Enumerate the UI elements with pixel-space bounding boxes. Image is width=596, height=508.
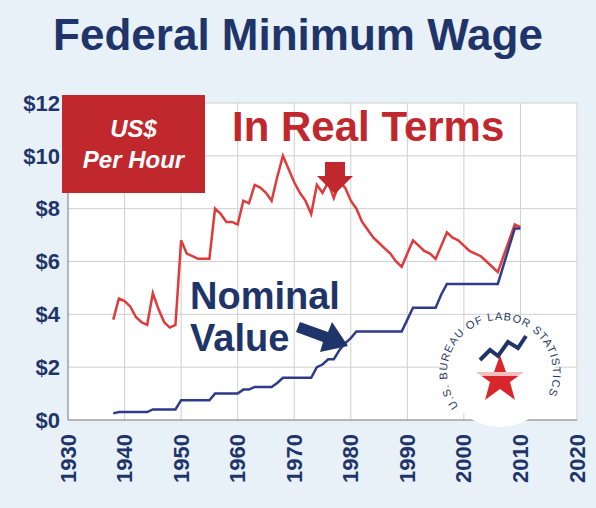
svg-text:1930: 1930 — [56, 434, 81, 483]
svg-text:1950: 1950 — [169, 434, 194, 483]
svg-text:1970: 1970 — [282, 434, 307, 483]
svg-text:$4: $4 — [36, 302, 61, 327]
svg-text:1980: 1980 — [338, 434, 363, 483]
html-text:Per Hour: Per Hour — [82, 146, 185, 173]
svg-text:1960: 1960 — [225, 434, 250, 483]
svg-text:$8: $8 — [36, 196, 60, 221]
html-text:US$: US$ — [110, 114, 157, 142]
svg-text:$0: $0 — [36, 408, 60, 433]
html-text:In Real Terms: In Real Terms — [232, 103, 505, 150]
html-text:Federal Minimum Wage: Federal Minimum Wage — [53, 10, 543, 59]
svg-text:1990: 1990 — [395, 434, 420, 483]
svg-text:1940: 1940 — [112, 434, 137, 483]
svg-text:$6: $6 — [36, 249, 60, 274]
html-text:Nominal Value: Nominal Value — [190, 275, 340, 359]
svg-text:$10: $10 — [23, 144, 60, 169]
svg-text:U.S. BUREAU OF LABOR STATISTIC: U.S. BUREAU OF LABOR STATISTICS — [437, 310, 563, 412]
svg-text:2010: 2010 — [508, 434, 533, 483]
svg-text:2000: 2000 — [451, 434, 476, 483]
svg-text:$12: $12 — [23, 91, 60, 116]
svg-text:$2: $2 — [36, 355, 60, 380]
svg-text:2020: 2020 — [565, 434, 589, 483]
